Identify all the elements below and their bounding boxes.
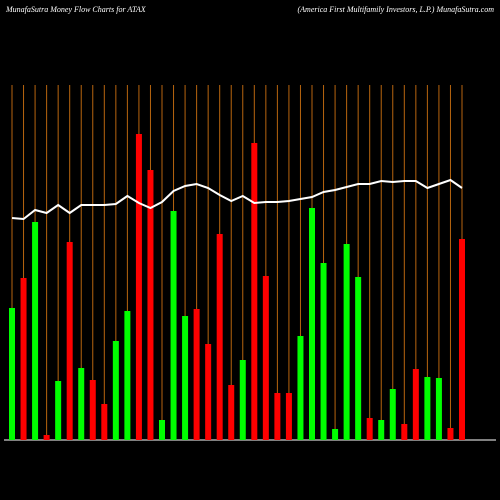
bar — [228, 385, 235, 440]
bar — [459, 239, 465, 440]
bar — [124, 311, 131, 440]
bar — [66, 242, 73, 440]
bar — [9, 308, 15, 440]
bar — [216, 234, 223, 440]
money-flow-line — [11, 178, 463, 221]
bar — [43, 435, 50, 440]
bar — [378, 420, 385, 440]
chart-title: MunafaSutra Money Flow Charts for ATAX — [5, 5, 147, 14]
bar — [147, 170, 154, 440]
bar — [389, 389, 396, 440]
bar — [159, 420, 165, 440]
bar — [285, 393, 292, 440]
bar — [320, 263, 327, 440]
bar — [89, 380, 96, 440]
bar — [297, 336, 304, 440]
bar — [343, 244, 350, 440]
chart-subtitle: (America First Multifamily Investors, L.… — [298, 5, 495, 14]
bar — [355, 277, 362, 440]
bar — [435, 378, 442, 440]
bar — [251, 143, 258, 440]
bar — [78, 368, 85, 440]
bar — [401, 424, 408, 440]
bar — [182, 316, 189, 440]
bar — [309, 208, 315, 440]
bar — [239, 360, 246, 440]
bar — [205, 344, 212, 440]
bar — [135, 134, 142, 440]
bar — [170, 211, 177, 440]
bar — [412, 369, 419, 440]
bar — [20, 278, 27, 440]
bar — [332, 429, 339, 440]
bar — [447, 428, 454, 440]
bar — [274, 393, 281, 440]
bar — [112, 341, 119, 440]
bar — [424, 377, 431, 440]
bar — [101, 404, 108, 440]
bar — [32, 222, 39, 440]
bar — [366, 418, 373, 440]
bar — [55, 381, 62, 440]
bar — [262, 276, 269, 440]
bar — [193, 309, 200, 440]
